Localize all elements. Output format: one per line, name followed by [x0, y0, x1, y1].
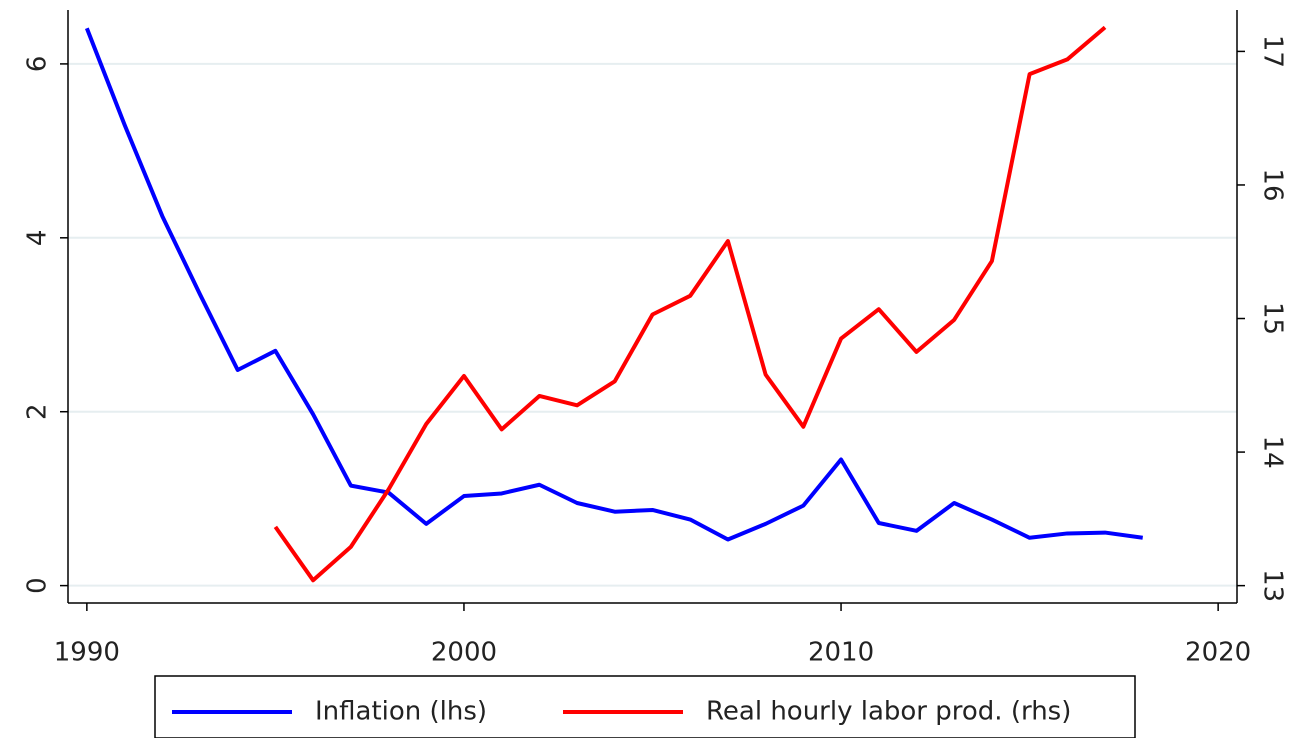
x-tick-label: 2000 — [431, 638, 497, 668]
x-tick-label: 2020 — [1185, 638, 1251, 668]
x-tick-label: 1990 — [54, 638, 120, 668]
y2-tick-label: 15 — [1258, 302, 1288, 335]
y2-tick-label: 17 — [1258, 35, 1288, 68]
y-tick-label: 0 — [23, 577, 53, 594]
series-line — [84, 27, 1144, 542]
legend-label: Real hourly labor prod. (rhs) — [706, 697, 1071, 727]
y2-tick-label: 16 — [1258, 168, 1288, 201]
y2-tick-label: 14 — [1258, 436, 1288, 469]
legend-box — [154, 675, 1136, 738]
y-tick-label: 2 — [23, 403, 53, 420]
legend-label: Inflation (lhs) — [315, 697, 487, 727]
x-tick-label: 2010 — [808, 638, 874, 668]
y-tick-label: 4 — [23, 230, 53, 247]
y2-tick-label: 13 — [1258, 569, 1288, 602]
y-tick-label: 6 — [23, 56, 53, 73]
series-line — [273, 25, 1107, 583]
